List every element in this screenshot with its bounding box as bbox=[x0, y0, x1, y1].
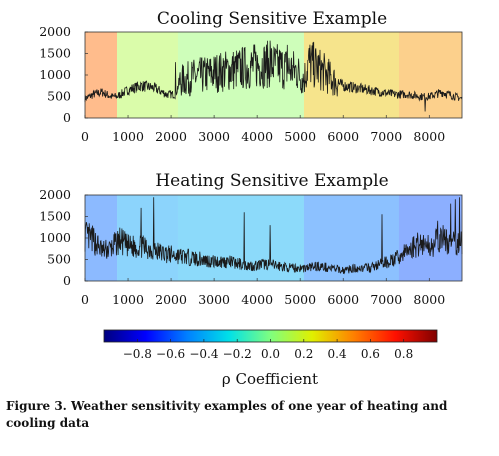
colorbar-tick-label: −0.4 bbox=[189, 347, 219, 361]
cooling-band bbox=[85, 32, 118, 118]
cooling-x-tick-label: 5000 bbox=[284, 129, 316, 144]
heating-series-line bbox=[84, 197, 463, 275]
colorbar-ticks: −0.8 −0.6 −0.4 −0.2 0.0 0.2 0.4 0.6 0.8 bbox=[123, 339, 413, 361]
heating-x-ticks: 0 1000 2000 3000 4000 5000 6000 7000 8000 bbox=[81, 278, 445, 307]
cooling-x-ticks: 0 1000 2000 3000 4000 5000 6000 7000 8000 bbox=[81, 115, 445, 144]
heating-x-tick-label: 6000 bbox=[327, 292, 359, 307]
colorbar-tick-label: 0.8 bbox=[394, 347, 413, 361]
heating-x-tick-label: 7000 bbox=[370, 292, 402, 307]
cooling-x-tick-label: 7000 bbox=[370, 129, 402, 144]
heating-x-tick-label: 5000 bbox=[284, 292, 316, 307]
heating-y-tick-label: 1000 bbox=[39, 230, 71, 245]
colorbar: −0.8 −0.6 −0.4 −0.2 0.0 0.2 0.4 0.6 0.8 ρ Coeffi… bbox=[103, 329, 438, 388]
heating-x-tick-label: 8000 bbox=[413, 292, 445, 307]
colorbar-tick-label: −0.6 bbox=[156, 347, 185, 361]
colorbar-label: ρ Coefficient bbox=[222, 370, 318, 388]
cooling-chart: Cooling Sensitive Example 0 1000 2000 3000 4… bbox=[39, 9, 463, 144]
colorbar-tick-label: −0.2 bbox=[223, 347, 252, 361]
cooling-x-tick-label: 8000 bbox=[413, 129, 445, 144]
cooling-series-line bbox=[84, 40, 463, 112]
heating-y-tick-label: 1500 bbox=[39, 209, 71, 224]
cooling-x-tick-label: 1000 bbox=[112, 129, 144, 144]
cooling-x-tick-label: 3000 bbox=[198, 129, 230, 144]
heating-y-tick-label: 500 bbox=[47, 252, 71, 267]
cooling-band bbox=[398, 32, 462, 118]
cooling-band bbox=[303, 32, 399, 118]
cooling-y-tick-label: 1500 bbox=[39, 46, 71, 61]
heating-x-tick-label: 3000 bbox=[198, 292, 230, 307]
colorbar-tick-label: 0.6 bbox=[361, 347, 380, 361]
colorbar-tick-label: 0.2 bbox=[294, 347, 313, 361]
cooling-y-ticks: 0 500 1000 1500 2000 bbox=[39, 24, 88, 125]
cooling-y-tick-label: 500 bbox=[47, 89, 71, 104]
colorbar-tick-label: 0.0 bbox=[261, 347, 280, 361]
cooling-x-tick-label: 2000 bbox=[155, 129, 187, 144]
colorbar-tick-label: 0.4 bbox=[328, 347, 347, 361]
heating-x-tick-label: 2000 bbox=[155, 292, 187, 307]
heating-y-tick-label: 2000 bbox=[39, 187, 71, 202]
cooling-y-tick-label: 2000 bbox=[39, 24, 71, 39]
cooling-x-tick-label: 6000 bbox=[327, 129, 359, 144]
heating-chart: Heating Sensitive Example 0 1000 2000 3000 4… bbox=[39, 171, 463, 307]
cooling-x-tick-label: 4000 bbox=[241, 129, 273, 144]
heating-band bbox=[177, 195, 304, 281]
heating-x-tick-label: 0 bbox=[81, 292, 89, 307]
figure-caption: Figure 3. Weather sensitivity examples o… bbox=[6, 399, 448, 430]
colorbar-tick-label: −0.8 bbox=[123, 347, 152, 361]
heating-band bbox=[85, 195, 118, 281]
heating-chart-title: Heating Sensitive Example bbox=[155, 171, 388, 191]
heating-y-tick-label: 0 bbox=[63, 273, 71, 288]
cooling-chart-title: Cooling Sensitive Example bbox=[157, 9, 387, 29]
heating-y-ticks: 0 500 1000 1500 2000 bbox=[39, 187, 88, 288]
cooling-y-tick-label: 0 bbox=[63, 110, 71, 125]
cooling-band bbox=[117, 32, 178, 118]
heating-x-tick-label: 4000 bbox=[241, 292, 273, 307]
heating-band bbox=[398, 195, 462, 281]
cooling-y-tick-label: 1000 bbox=[39, 67, 71, 82]
cooling-x-tick-label: 0 bbox=[81, 129, 89, 144]
cooling-bands bbox=[85, 32, 462, 118]
heating-x-tick-label: 1000 bbox=[112, 292, 144, 307]
